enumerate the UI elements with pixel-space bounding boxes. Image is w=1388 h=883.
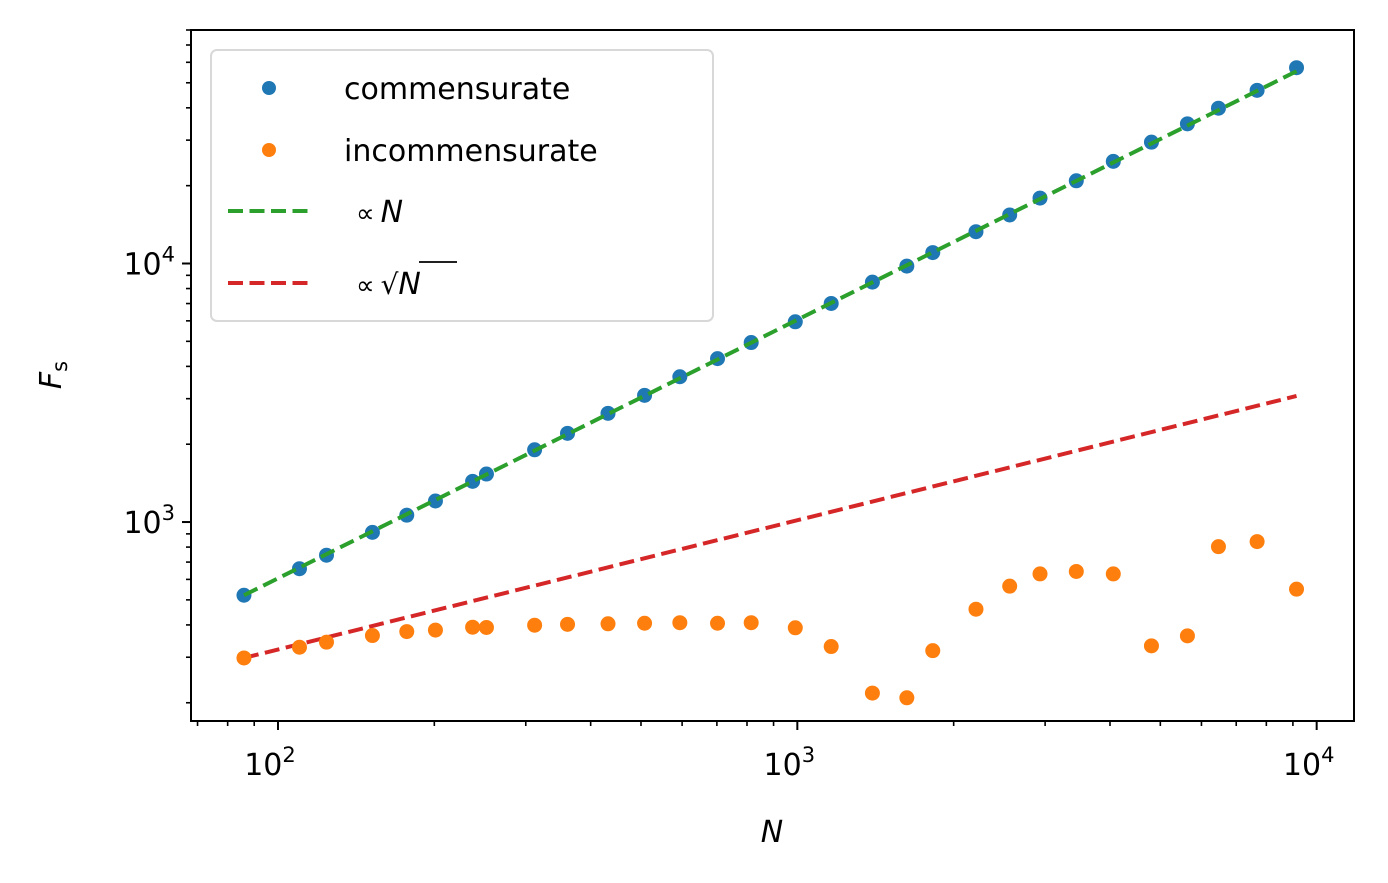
legend-marker-incommensurate — [262, 143, 276, 157]
y-tick-exp: 4 — [162, 242, 175, 266]
series-1-point — [364, 628, 380, 644]
series-1-point — [1002, 578, 1018, 594]
x-tick-base: 10 — [1283, 748, 1321, 783]
legend: commensurate incommensurate ∝ N ∝ √N — [210, 49, 714, 322]
series-1-point — [478, 619, 494, 635]
series-1-point — [560, 616, 576, 632]
series-1-point — [291, 639, 307, 655]
x-tick-exp: 3 — [802, 743, 815, 767]
series-1-point — [527, 617, 543, 633]
series-1-point — [319, 634, 334, 650]
series-1-point — [1249, 534, 1265, 550]
x-tick-label: 102 — [244, 743, 296, 783]
series-1-point — [236, 650, 252, 666]
series-1-point — [787, 620, 803, 636]
y-tick-base: 10 — [123, 247, 161, 282]
series-1-point — [1179, 628, 1195, 644]
plot-frame — [190, 29, 1355, 722]
series-1-point — [637, 615, 653, 631]
series-layer — [236, 60, 1305, 706]
x-tick-label: 104 — [1283, 743, 1335, 783]
legend-marker-commensurate — [262, 81, 276, 95]
series-1-point — [672, 615, 688, 631]
series-1-point — [899, 690, 915, 706]
series-1-point — [743, 615, 759, 631]
y-tick-label: 104 — [123, 242, 175, 282]
series-1-point — [399, 624, 415, 640]
legend-label-incommensurate: incommensurate — [344, 134, 598, 169]
series-0-point — [1002, 207, 1018, 223]
series-1-point — [600, 616, 616, 632]
series-2-line — [243, 69, 1298, 598]
series-0-point — [465, 473, 481, 489]
y-axis-label-sub: s — [48, 361, 72, 372]
series-0-point — [925, 245, 941, 261]
x-tick-exp: 2 — [282, 743, 295, 767]
legend-label-linear: ∝ N — [356, 195, 403, 230]
series-1-point — [968, 601, 984, 617]
series-1-point — [925, 643, 941, 659]
series-3-line — [243, 394, 1298, 660]
y-tick-base: 10 — [123, 506, 161, 541]
legend-sqrt-prop: ∝ — [356, 271, 375, 301]
series-1-point — [864, 685, 880, 701]
series-1-point — [1032, 566, 1048, 582]
legend-label-commensurate: commensurate — [344, 72, 570, 107]
legend-box — [210, 49, 714, 322]
legend-sqrt-var: N — [398, 267, 420, 302]
x-tick-base: 10 — [244, 748, 282, 783]
x-axis-label: N — [761, 815, 783, 850]
y-tick-label: 103 — [123, 501, 175, 541]
series-1-point — [823, 639, 839, 655]
series-1-point — [710, 615, 726, 631]
y-axis-label: Fs — [34, 361, 72, 389]
series-1-point — [1143, 638, 1159, 654]
x-tick-base: 10 — [764, 748, 802, 783]
y-axis-label-main: F — [34, 371, 69, 389]
legend-linear-var: N — [381, 195, 403, 230]
x-tick-label: 103 — [764, 743, 816, 783]
legend-label-sqrt: ∝ √N — [356, 267, 421, 302]
series-1-point — [427, 622, 443, 638]
series-1-point — [1210, 539, 1226, 555]
legend-sqrt-radical: √ — [381, 268, 399, 301]
y-tick-exp: 3 — [162, 501, 175, 525]
series-1-point — [1289, 581, 1305, 597]
series-1-point — [1068, 563, 1084, 579]
series-1-point — [465, 619, 481, 635]
legend-linear-prop: ∝ — [356, 199, 375, 229]
x-tick-exp: 4 — [1321, 743, 1334, 767]
series-1-point — [1105, 566, 1121, 582]
